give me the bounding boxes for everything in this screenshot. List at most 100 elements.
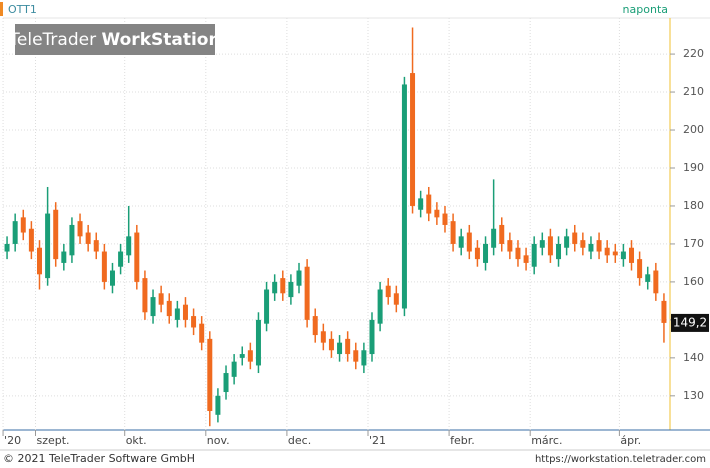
y-tick-label: 220	[683, 47, 704, 60]
candle-body	[20, 217, 26, 233]
candle-body	[166, 300, 172, 317]
candle-body	[93, 240, 99, 252]
candle-body	[77, 221, 83, 237]
candle-body	[345, 338, 351, 355]
candle-body	[369, 319, 375, 355]
candle-body	[620, 251, 626, 260]
candle-body	[239, 354, 245, 358]
candle-body	[450, 221, 456, 244]
candle-body	[288, 281, 294, 298]
candle-body	[483, 243, 489, 263]
candle-body	[231, 361, 237, 377]
copyright: © 2021 TeleTrader Software GmbH	[3, 452, 195, 465]
candle-body	[304, 266, 310, 320]
y-tick-label: 190	[683, 161, 704, 174]
candle-body	[109, 270, 115, 286]
candle-body	[645, 274, 651, 282]
candle-body	[182, 304, 188, 320]
candle-body	[61, 251, 67, 263]
candle-body	[547, 236, 553, 256]
x-tick-label: nov.	[207, 434, 230, 447]
candle-body	[134, 232, 140, 282]
candle-body	[53, 209, 59, 260]
candle-body	[612, 251, 618, 256]
candle-body	[191, 316, 197, 328]
logo-box	[15, 24, 215, 55]
candle-body	[661, 300, 667, 323]
candle-body	[515, 247, 521, 260]
logo-brand: TeleTrader	[8, 30, 96, 50]
candle-body	[328, 338, 334, 351]
candle-body	[564, 236, 570, 248]
x-tick-label: '21	[369, 434, 386, 447]
candle-body	[434, 209, 440, 218]
x-tick-label: febr.	[450, 434, 475, 447]
interval-label: naponta	[623, 3, 668, 16]
candle-body	[12, 221, 18, 244]
candle-body	[361, 350, 367, 366]
symbol-marker	[0, 2, 3, 16]
y-tick-label: 130	[683, 389, 704, 402]
candle-body	[629, 247, 635, 263]
candle-body	[337, 342, 343, 355]
candle-body	[320, 331, 326, 343]
candle-body	[199, 323, 205, 343]
last-price-box	[671, 313, 709, 332]
x-tick-label: dec.	[288, 434, 311, 447]
candle-body	[572, 232, 578, 244]
candle-body	[247, 350, 253, 362]
candle-body	[637, 259, 643, 279]
candle-body	[158, 293, 164, 305]
x-tick-label: '20	[4, 434, 21, 447]
candle-body	[280, 278, 286, 294]
symbol-title: OTT1	[8, 3, 37, 16]
candle-body	[596, 240, 602, 252]
logo: TeleTrader WorkStation	[8, 30, 220, 50]
candle-body	[312, 316, 318, 336]
candle-body	[385, 285, 391, 298]
x-tick-label: szept.	[36, 434, 69, 447]
candle-body	[588, 243, 594, 252]
candle-body	[426, 194, 432, 214]
candle-body	[85, 232, 91, 244]
candle-body	[653, 270, 659, 294]
candle-body	[28, 228, 34, 252]
candle-body	[410, 73, 416, 206]
candle-body	[296, 270, 302, 286]
candle-body	[499, 224, 505, 244]
y-tick-label: 140	[683, 351, 704, 364]
candles	[4, 27, 667, 427]
candle-body	[539, 240, 545, 248]
candle-body	[580, 240, 586, 248]
candle-body	[442, 213, 448, 225]
candle-body	[458, 236, 464, 248]
candle-body	[507, 240, 513, 252]
candle-body	[418, 198, 424, 210]
candle-body	[604, 247, 610, 256]
x-tick-label: okt.	[126, 434, 147, 447]
y-tick-label: 200	[683, 123, 704, 136]
candle-body	[174, 308, 180, 320]
candle-body	[353, 350, 359, 362]
candle-body	[393, 293, 399, 305]
logo-product: WorkStation	[101, 30, 220, 50]
candle-body	[207, 338, 213, 412]
candle-body	[556, 243, 562, 260]
candle-body	[150, 297, 156, 317]
candle-body	[264, 289, 270, 324]
y-tick-label: 170	[683, 237, 704, 250]
candle-body	[491, 228, 497, 248]
candle-body	[45, 213, 51, 279]
candle-body	[255, 319, 261, 366]
candle-body	[401, 84, 407, 309]
candle-body	[215, 395, 221, 415]
footer-url: https://workstation.teletrader.com	[535, 454, 706, 465]
x-tick-label: márc.	[531, 434, 562, 447]
y-tick-label: 160	[683, 275, 704, 288]
candle-body	[523, 255, 529, 263]
candle-body	[466, 232, 472, 252]
candle-body	[69, 224, 75, 256]
